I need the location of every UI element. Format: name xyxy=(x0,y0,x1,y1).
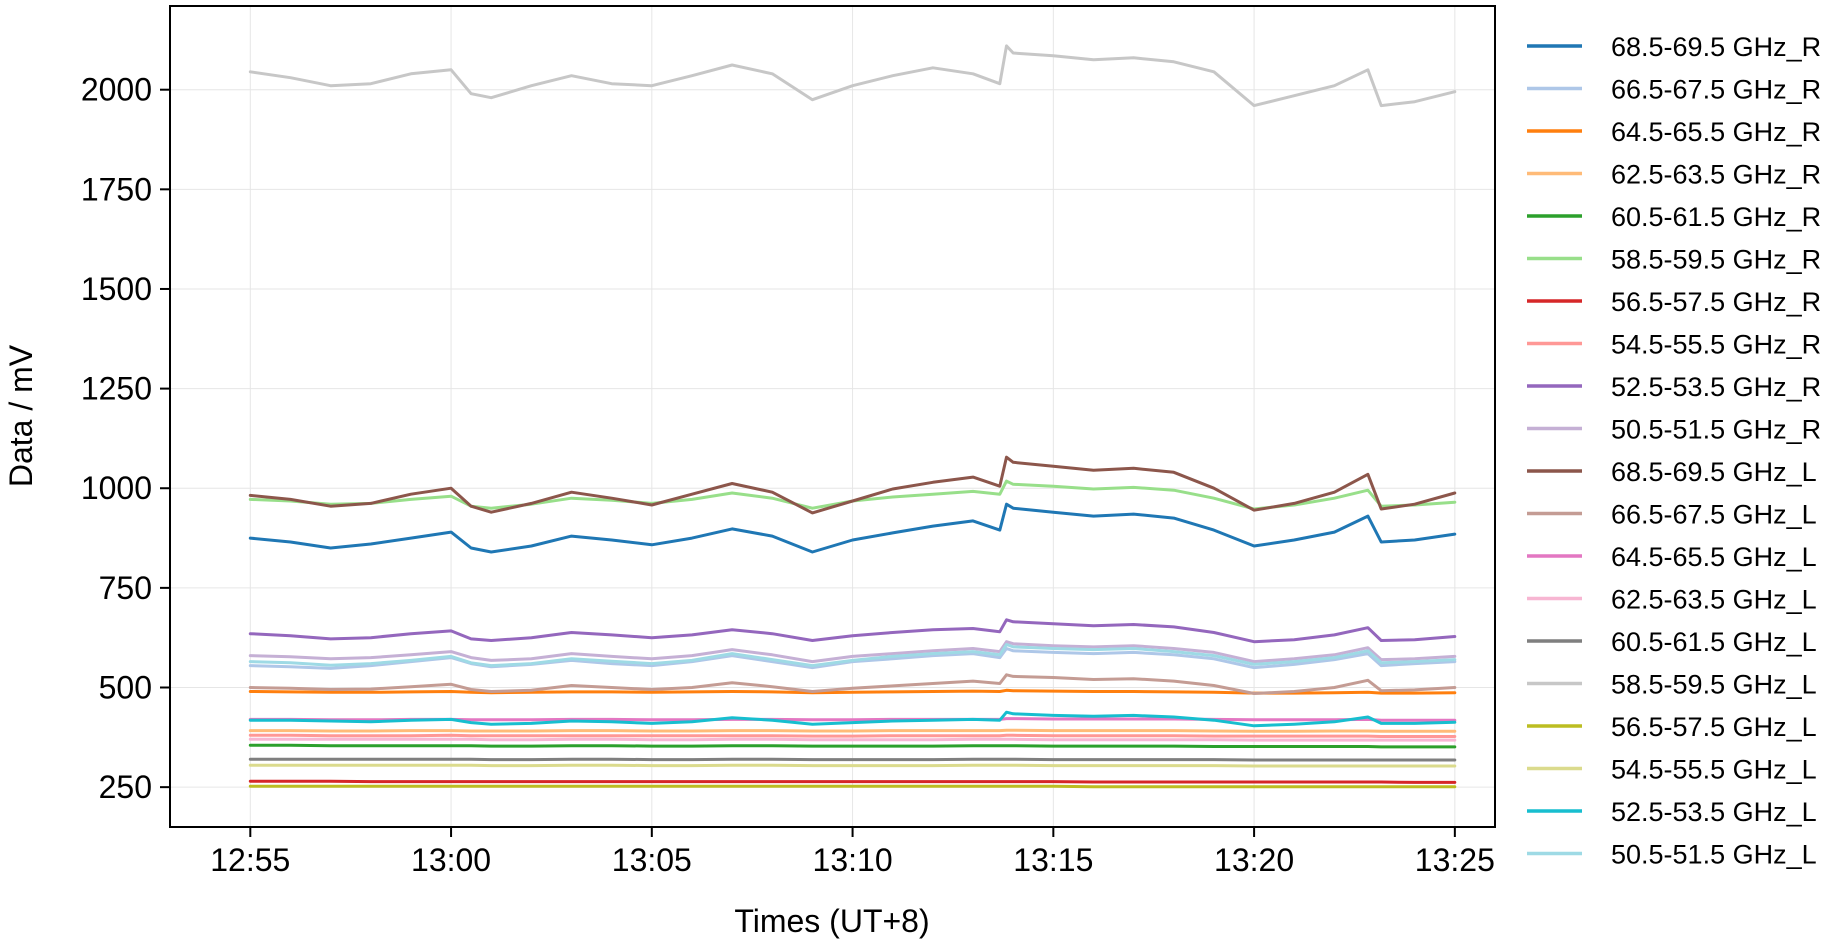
legend-label-14: 60.5-61.5 GHz_L xyxy=(1611,627,1817,657)
series-line-17 xyxy=(250,765,1455,766)
y-axis: 250 500 750 1000 1250 1500 1750 2000 xyxy=(81,72,170,805)
y-tick-label: 1750 xyxy=(81,171,152,207)
legend: 68.5-69.5 GHz_R 66.5-67.5 GHz_R 64.5-65.5 … xyxy=(1527,32,1821,870)
x-tick-label: 12:55 xyxy=(210,842,290,878)
y-tick-label: 750 xyxy=(99,570,152,606)
legend-label-18: 52.5-53.5 GHz_L xyxy=(1611,797,1817,827)
y-tick-label: 1500 xyxy=(81,271,152,307)
legend-label-17: 54.5-55.5 GHz_L xyxy=(1611,755,1817,785)
legend-label-2: 64.5-65.5 GHz_R xyxy=(1611,117,1821,147)
legend-label-7: 54.5-55.5 GHz_R xyxy=(1611,330,1821,360)
legend-label-0: 68.5-69.5 GHz_R xyxy=(1611,32,1821,62)
legend-label-8: 52.5-53.5 GHz_R xyxy=(1611,372,1821,402)
x-tick-label: 13:20 xyxy=(1214,842,1294,878)
y-tick-label: 250 xyxy=(99,769,152,805)
x-tick-label: 13:10 xyxy=(813,842,893,878)
x-axis: 12:55 13:00 13:05 13:10 13:15 13:20 13:25 xyxy=(210,827,1495,878)
legend-label-9: 50.5-51.5 GHz_R xyxy=(1611,415,1821,445)
legend-label-12: 64.5-65.5 GHz_L xyxy=(1611,542,1817,572)
x-tick-label: 13:05 xyxy=(612,842,692,878)
x-axis-label: Times (UT+8) xyxy=(734,903,929,939)
x-tick-label: 13:25 xyxy=(1415,842,1495,878)
plot-frame xyxy=(170,6,1495,827)
series-line-3 xyxy=(250,730,1455,731)
legend-label-4: 60.5-61.5 GHz_R xyxy=(1611,202,1821,232)
legend-label-13: 62.5-63.5 GHz_L xyxy=(1611,585,1817,615)
y-axis-label: Data / mV xyxy=(3,344,39,487)
legend-label-5: 58.5-59.5 GHz_R xyxy=(1611,245,1821,275)
legend-label-15: 58.5-59.5 GHz_L xyxy=(1611,670,1817,700)
series-line-6 xyxy=(250,781,1455,782)
legend-label-3: 62.5-63.5 GHz_R xyxy=(1611,160,1821,190)
y-tick-label: 500 xyxy=(99,670,152,706)
x-tick-label: 13:15 xyxy=(1013,842,1093,878)
legend-label-1: 66.5-67.5 GHz_R xyxy=(1611,75,1821,105)
series-line-7 xyxy=(250,735,1455,736)
legend-label-16: 56.5-57.5 GHz_L xyxy=(1611,712,1817,742)
legend-label-10: 68.5-69.5 GHz_L xyxy=(1611,457,1817,487)
legend-label-11: 66.5-67.5 GHz_L xyxy=(1611,500,1817,530)
series-line-4 xyxy=(250,745,1455,747)
series-line-14 xyxy=(250,759,1455,760)
x-tick-label: 13:00 xyxy=(411,842,491,878)
legend-label-19: 50.5-51.5 GHz_L xyxy=(1611,840,1817,870)
y-tick-label: 1000 xyxy=(81,470,152,506)
y-tick-label: 1250 xyxy=(81,371,152,407)
grid-layer xyxy=(170,6,1495,827)
series-line-13 xyxy=(250,739,1455,740)
y-tick-label: 2000 xyxy=(81,72,152,108)
legend-label-6: 56.5-57.5 GHz_R xyxy=(1611,287,1821,317)
